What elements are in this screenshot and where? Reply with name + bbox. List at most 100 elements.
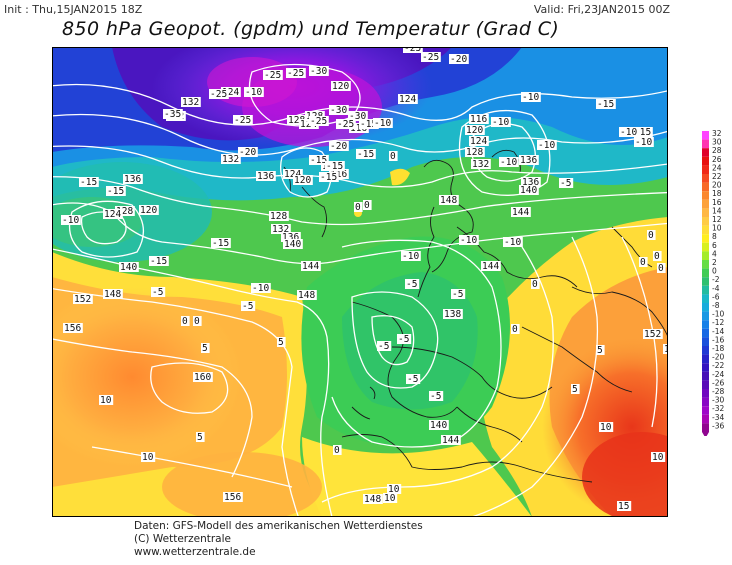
temperature-label-text: -10 [620, 127, 637, 138]
geopotential-label-text: 132 [272, 224, 289, 235]
temperature-label-bg [373, 118, 393, 128]
colorbar-swatch [702, 148, 709, 157]
temperature-label-bg [634, 137, 654, 147]
geopotential-label: 120 [139, 205, 159, 216]
temperature-label-text: -25 [310, 116, 327, 127]
temperature-label-text: 0 [648, 230, 654, 241]
weather-map[interactable]: 1161201241281321361321321241281241201161… [52, 47, 668, 517]
temperature-label-text: -5 [430, 391, 441, 402]
geopotential-label: 120 [293, 175, 313, 186]
temperature-label: 5 [571, 384, 580, 395]
colorbar-tick-label: -12 [712, 318, 724, 327]
temperature-label-bg [106, 186, 126, 196]
valid-time: Valid: Fri,23JAN2015 00Z [533, 3, 670, 16]
temperature-label-text: 5 [202, 343, 208, 354]
temperature-label: -10 [634, 137, 654, 148]
colorbar-tick-label: 32 [712, 129, 722, 138]
geopotential-label-bg [663, 344, 668, 354]
colorbar-swatch [702, 328, 709, 338]
colorbar-tick-label: 22 [712, 172, 722, 181]
colorbar-tick-label: -18 [712, 344, 724, 353]
geopotential-label-text: 124 [300, 119, 317, 130]
temperature-label: 10 [599, 422, 614, 433]
geopotential-label-bg [103, 209, 123, 219]
temperature-label-bg [619, 127, 639, 137]
geopotential-label-text: 160 [194, 372, 211, 383]
colorbar-tick-label: 14 [712, 206, 722, 215]
temperature-label: -15 [79, 177, 99, 188]
temperature-label: 10 [99, 395, 114, 406]
temperature-label-bg [503, 237, 523, 247]
geopotential-label: 136 [281, 232, 301, 243]
temperature-label-bg [241, 301, 256, 311]
temperature-label-text: -25 [404, 47, 421, 54]
temperature-label: -10 [459, 235, 479, 246]
colorbar-tick-label: 6 [712, 241, 717, 250]
geopotential-label: 124 [103, 209, 123, 220]
temperature-label-text: -20 [239, 147, 256, 158]
temperature-label-text: 0 [658, 263, 664, 274]
colorbar-tick-label: -30 [712, 396, 724, 405]
geopotential-label: 156 [63, 323, 83, 334]
colorbar-tick-label: -32 [712, 404, 724, 413]
geopotential-label: 132 [181, 97, 201, 108]
temperature-label-bg [405, 279, 420, 289]
credit-website[interactable]: www.wetterzentrale.de [134, 546, 256, 558]
geopotential-label-text: 136 [124, 174, 141, 185]
geopotential-label-bg [329, 169, 349, 179]
colorbar-tick-label: -34 [712, 413, 724, 422]
temperature-label: -10 [244, 87, 264, 98]
geopotential-label: 148 [297, 290, 317, 301]
geopotential-label-bg [519, 185, 539, 195]
geopotential-label: 140 [519, 185, 539, 196]
temperature-label: 0 [354, 202, 363, 213]
colorbar-swatch [702, 131, 709, 140]
temperature-label-text: -15 [320, 172, 337, 183]
temperature-label: -20 [449, 54, 469, 65]
temperature-label-text: -5 [242, 301, 253, 312]
temperature-label-text: 10 [652, 452, 664, 463]
temperature-label: -30 [348, 111, 368, 122]
geopotential-label-bg [349, 123, 369, 133]
geopotential-label: 128 [465, 147, 485, 158]
geopotential-label: 140 [429, 420, 449, 431]
geopotential-label: 136 [256, 171, 276, 182]
temperature-label-bg [329, 141, 349, 151]
geopotential-label-text: 152 [644, 329, 661, 340]
colorbar-tick-label: -26 [712, 378, 724, 387]
geopotential-label-bg [181, 97, 201, 107]
temperature-label: 0 [333, 445, 342, 456]
geopotential-label-text: 136 [520, 155, 537, 166]
temperature-label-text: 15 [618, 501, 629, 512]
map-frame [52, 47, 668, 517]
geopotential-label: 160 [193, 372, 213, 383]
geopotential-label: 124 [469, 136, 489, 147]
geopotential-label-text: 128 [288, 115, 305, 126]
temperature-label-text: 0 [390, 151, 396, 162]
temperature-label-bg [596, 99, 616, 109]
temperature-label: 5 [196, 432, 205, 443]
geopotential-label-bg [363, 494, 383, 504]
temperature-label-text: -30 [330, 105, 347, 116]
temperature-label-bg [571, 384, 580, 394]
temperature-label: 0 [181, 316, 190, 327]
temperature-label: -15 [211, 238, 231, 249]
geopotential-label-text: 132 [182, 97, 199, 108]
temperature-label-text: -5 [398, 334, 409, 345]
geopotential-label-bg [283, 239, 303, 249]
geopotential-label-text: 124 [399, 94, 416, 105]
geopotential-label-bg [398, 94, 418, 104]
temperature-label: 0 [389, 151, 398, 162]
temperature-label: -20 [238, 147, 258, 158]
temperature-label-bg [596, 345, 605, 355]
map-title: 850 hPa Geopot. (gpdm) und Temperatur (G… [62, 18, 560, 40]
temperature-label-text: -10 [538, 140, 555, 151]
colorbar-swatch [702, 414, 709, 424]
temperature-label: -30 [309, 66, 329, 77]
colorbar-tick-label: -2 [712, 275, 720, 284]
temperature-label: -5 [559, 178, 574, 189]
temperature-label-bg [354, 202, 363, 212]
colorbar-swatch [702, 371, 709, 381]
geopotential-label-bg [193, 372, 213, 382]
temperature-label: -15 [319, 172, 339, 183]
